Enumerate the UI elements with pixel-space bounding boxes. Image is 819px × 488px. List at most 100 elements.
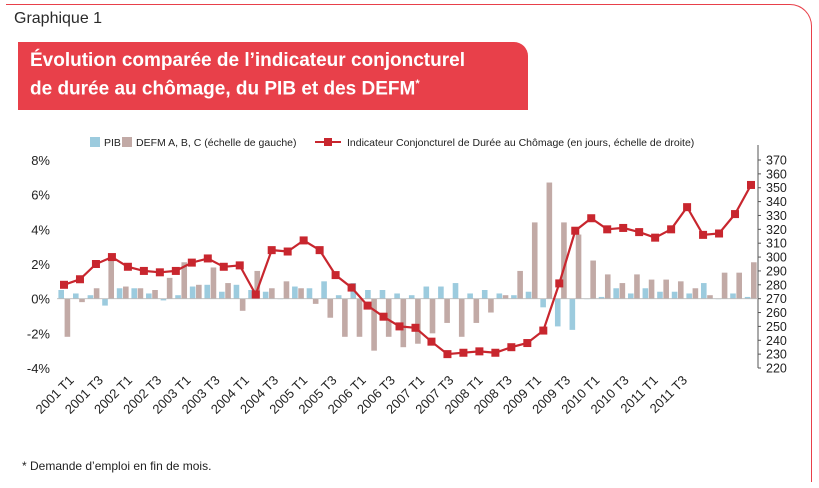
pib-bar	[657, 291, 663, 299]
defm-bar	[546, 182, 553, 299]
legend-marker	[324, 138, 332, 146]
right-tick-label: 310	[766, 237, 787, 251]
defm-bar	[473, 298, 480, 323]
defm-bar	[648, 279, 655, 299]
pib-bar	[365, 290, 371, 299]
defm-bar	[239, 298, 246, 311]
defm-bar	[210, 267, 217, 299]
defm-bar	[64, 298, 71, 337]
pib-bar	[642, 288, 649, 299]
title-banner: Évolution comparée de l’indicateur conjo…	[18, 42, 528, 110]
right-axis: 3703603503403303203103002902802702602502…	[757, 145, 787, 376]
pib-bar	[73, 293, 79, 299]
icdc-point	[571, 226, 580, 235]
pib-bar	[540, 298, 546, 308]
icdc-point	[379, 312, 388, 321]
icdc-point	[75, 275, 84, 284]
pib-bar	[175, 295, 181, 299]
icdc-point	[91, 260, 100, 268]
defm-bar	[488, 298, 494, 313]
legend-item-0: PIB	[90, 137, 121, 149]
pib-bar	[481, 290, 488, 299]
legend-item-1: DEFM A, B, C (échelle de gauche)	[122, 137, 297, 149]
left-tick-label: -4%	[27, 361, 51, 376]
defm-bar	[254, 270, 261, 299]
pib-bar	[452, 283, 459, 299]
chart-legend: PIB DEFM A, B, C (échelle de gauche) Indic…	[90, 137, 694, 149]
defm-bar	[137, 288, 144, 299]
right-tick-label: 220	[766, 362, 787, 376]
right-tick-label: 290	[766, 264, 787, 278]
icdc-point	[635, 228, 644, 237]
right-tick-label: 300	[766, 251, 787, 265]
defm-bar	[561, 222, 567, 299]
right-tick-label: 230	[766, 348, 787, 362]
icdc-point	[491, 348, 500, 357]
defm-bar	[225, 283, 231, 299]
icdc-point	[235, 261, 244, 270]
pib-bar	[219, 291, 225, 299]
defm-bar	[283, 281, 290, 299]
defm-bar	[196, 284, 202, 299]
icdc-point	[331, 271, 340, 280]
icdc-point	[219, 262, 228, 271]
defm-bar	[604, 274, 611, 299]
legend-label: Indicateur Conjoncturel de Durée au Chôm…	[347, 137, 694, 149]
defm-bar	[677, 281, 684, 299]
pib-bar	[671, 291, 678, 299]
defm-bar	[79, 298, 85, 303]
defm-bar	[575, 234, 582, 299]
defm-bar	[356, 298, 363, 337]
defm-bar	[269, 288, 275, 299]
left-tick-label: -2%	[27, 326, 51, 341]
defm-bar	[93, 288, 100, 299]
icdc-point	[395, 322, 404, 331]
icdc-point	[299, 236, 308, 245]
defm-bar	[707, 295, 713, 299]
right-tick-label: 350	[766, 181, 787, 195]
legend-label: PIB	[104, 137, 121, 149]
icdc-point	[459, 348, 468, 357]
defm-bar	[531, 222, 538, 299]
right-tick-label: 240	[766, 334, 787, 348]
icdc-point	[251, 290, 260, 299]
icdc-point	[347, 283, 356, 292]
icdc-point	[555, 279, 564, 288]
icdc-point	[587, 214, 596, 223]
left-tick-label: 4%	[31, 222, 50, 237]
pib-bar	[262, 291, 269, 299]
icdc-point	[107, 253, 116, 262]
icdc-line	[63, 184, 752, 356]
right-tick-label: 370	[766, 154, 787, 168]
pib-bar	[321, 281, 327, 299]
legend-swatch	[122, 137, 132, 147]
right-tick-label: 340	[766, 195, 787, 209]
pib-bar	[189, 286, 196, 299]
pib-bar	[525, 291, 532, 299]
pib-bar	[335, 295, 342, 299]
defm-bar	[590, 260, 596, 299]
graph-label: Graphique 1	[14, 10, 103, 27]
defm-bar	[429, 298, 436, 334]
icdc-point	[203, 254, 212, 263]
pib-bar	[598, 296, 605, 299]
pib-bar	[438, 286, 444, 299]
icdc-point	[187, 258, 196, 267]
defm-bar	[444, 298, 450, 323]
icdc-point	[683, 203, 692, 212]
icdc-point	[667, 225, 676, 234]
pib-bar	[116, 288, 123, 299]
defm-bar	[108, 258, 115, 299]
defm-bar	[298, 288, 304, 299]
pib-bar	[292, 286, 298, 299]
pib-bar	[379, 290, 386, 299]
legend-item-2: Indicateur Conjoncturel de Durée au Chôm…	[315, 137, 694, 149]
icdc-point	[123, 262, 132, 271]
defm-bar	[619, 283, 626, 299]
defm-bar	[502, 295, 509, 299]
pib-bar	[569, 298, 576, 330]
icdc-point	[427, 337, 436, 346]
pib-bar	[700, 283, 707, 299]
